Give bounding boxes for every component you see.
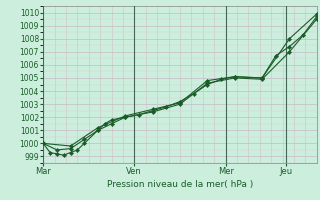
X-axis label: Pression niveau de la mer( hPa ): Pression niveau de la mer( hPa ) bbox=[107, 180, 253, 189]
